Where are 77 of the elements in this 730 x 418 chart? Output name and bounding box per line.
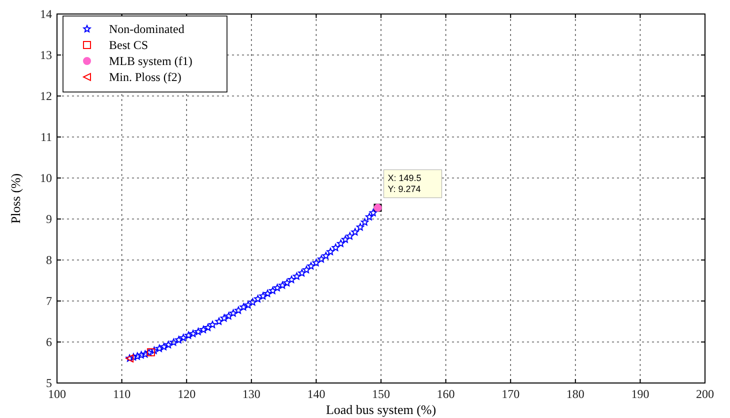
x-tick-label: 160 bbox=[436, 387, 455, 401]
point bbox=[137, 351, 146, 358]
point bbox=[273, 284, 282, 292]
point bbox=[356, 223, 364, 231]
x-axis-title: Load bus system (%) bbox=[326, 402, 436, 417]
y-tick-label: 6 bbox=[46, 335, 52, 350]
point bbox=[288, 276, 296, 284]
point bbox=[307, 262, 315, 270]
point bbox=[200, 326, 208, 334]
point bbox=[318, 255, 326, 263]
point bbox=[134, 352, 142, 360]
x-tick-label: 190 bbox=[631, 387, 650, 401]
point bbox=[215, 318, 223, 325]
point bbox=[268, 286, 277, 294]
point bbox=[351, 228, 359, 236]
point bbox=[160, 342, 168, 350]
point bbox=[150, 346, 158, 354]
point bbox=[336, 240, 345, 247]
point bbox=[180, 334, 188, 342]
point bbox=[184, 331, 192, 339]
x-tick-label: 130 bbox=[242, 387, 260, 401]
y-axis-title: Ploss (%) bbox=[8, 173, 23, 224]
x-tick-label: 150 bbox=[372, 387, 390, 401]
point bbox=[224, 312, 233, 320]
point bbox=[264, 290, 272, 297]
y-tick-label: 8 bbox=[46, 253, 52, 268]
point bbox=[220, 314, 228, 322]
point bbox=[194, 328, 202, 336]
legend-label: Non-dominated bbox=[109, 22, 184, 36]
x-tick-label: 200 bbox=[696, 387, 714, 401]
legend-label: MLB system (f1) bbox=[109, 54, 192, 68]
point bbox=[332, 244, 340, 252]
x-tick-label: 180 bbox=[566, 387, 584, 401]
x-tick-label: 140 bbox=[307, 387, 326, 401]
point bbox=[244, 301, 252, 308]
y-tick-label: 11 bbox=[40, 130, 52, 144]
point bbox=[208, 320, 216, 328]
point bbox=[346, 232, 354, 240]
point bbox=[174, 336, 183, 344]
legend-label: Min. Ploss (f2) bbox=[109, 70, 182, 84]
point bbox=[259, 292, 267, 300]
point bbox=[278, 281, 286, 289]
point bbox=[170, 338, 178, 346]
point bbox=[130, 353, 138, 360]
x-tick-label: 110 bbox=[113, 387, 131, 401]
x-tick-label: 120 bbox=[178, 387, 196, 401]
point bbox=[322, 252, 330, 260]
legend-label: Best CS bbox=[109, 38, 148, 52]
y-tick-label: 14 bbox=[40, 7, 52, 22]
point bbox=[189, 330, 197, 338]
y-tick-label: 9 bbox=[46, 212, 52, 226]
point bbox=[326, 248, 334, 256]
point bbox=[156, 344, 164, 352]
point bbox=[141, 350, 149, 358]
y-tick-label: 13 bbox=[40, 48, 52, 62]
point bbox=[204, 324, 212, 331]
point bbox=[254, 294, 262, 302]
x-tick-label: 170 bbox=[502, 387, 520, 401]
point bbox=[360, 218, 369, 226]
annotation: X: 149.5 Y: 9.274 bbox=[388, 172, 422, 194]
point bbox=[366, 212, 374, 220]
point bbox=[146, 348, 155, 356]
point bbox=[292, 272, 301, 280]
point bbox=[229, 309, 238, 317]
point bbox=[248, 298, 257, 306]
point bbox=[164, 340, 172, 348]
y-tick-label: 7 bbox=[46, 294, 52, 308]
point bbox=[298, 269, 306, 276]
point bbox=[312, 258, 320, 266]
point bbox=[369, 208, 378, 216]
point bbox=[302, 266, 310, 274]
point bbox=[283, 278, 291, 286]
point bbox=[342, 236, 350, 243]
y-tick-label: 12 bbox=[40, 89, 52, 104]
point bbox=[240, 303, 248, 310]
point bbox=[234, 306, 242, 314]
y-tick-label: 10 bbox=[40, 171, 52, 186]
